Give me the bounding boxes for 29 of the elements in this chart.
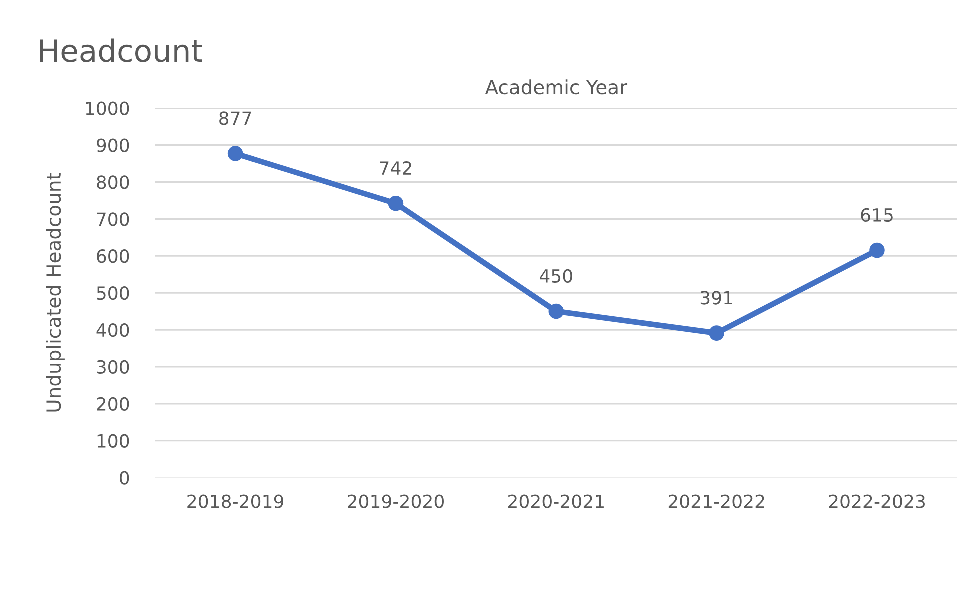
chart-title: Headcount [40, 38, 202, 62]
point [388, 196, 404, 212]
y-tick-label: 400 [96, 323, 130, 338]
x-tick-label: 2020-2021 [508, 494, 604, 508]
y-axis-title: Unduplicated Headcount [46, 173, 65, 412]
point [870, 242, 885, 258]
x-tick-label: 2019-2020 [348, 494, 444, 508]
data-label: 615 [861, 208, 893, 222]
point [228, 146, 244, 162]
y-tick-label: 600 [97, 250, 130, 264]
data-label: 742 [380, 161, 412, 175]
x-tick-label: 2021-2022 [668, 494, 764, 508]
point [709, 326, 724, 341]
x-tick-label: 2018-2019 [188, 494, 284, 508]
x-tick-label: 2022-2023 [829, 494, 926, 508]
y-tick-label: 0 [120, 471, 130, 485]
x-axis-title: Academic Year [485, 80, 628, 95]
data-label: 391 [700, 291, 732, 305]
y-tick-label: 700 [97, 212, 130, 226]
point [548, 304, 564, 320]
y-tick-label: 200 [97, 397, 130, 411]
y-tick-label: 1000 [86, 102, 130, 116]
y-tick-label: 300 [97, 360, 130, 374]
y-tick-label: 100 [98, 434, 130, 448]
y-tick-label: 800 [97, 176, 130, 190]
y-tick-label: 900 [97, 138, 130, 152]
data-label: 877 [220, 112, 252, 126]
data-label: 450 [540, 269, 572, 284]
y-tick-label: 500 [97, 286, 130, 300]
